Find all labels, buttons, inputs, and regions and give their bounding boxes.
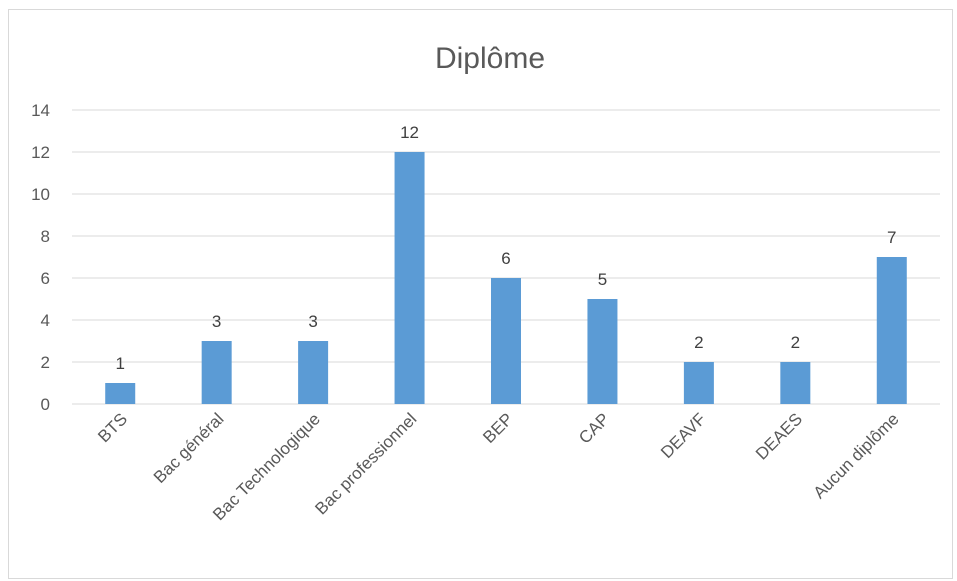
y-tick-label: 2 — [41, 353, 50, 372]
bar — [201, 341, 232, 404]
y-axis-ticks: 0 2 4 6 8 10 12 14 — [31, 101, 50, 414]
chart-frame — [8, 9, 953, 579]
x-category-label: DEAVF — [657, 409, 710, 462]
bar — [491, 278, 521, 404]
y-tick-label: 0 — [41, 395, 50, 414]
x-category-label: Bac général — [150, 409, 228, 487]
data-labels: 1 3 3 12 6 5 2 2 7 — [115, 123, 896, 373]
bars — [105, 152, 907, 404]
data-label: 6 — [501, 249, 510, 268]
data-label: 2 — [694, 333, 703, 352]
bar — [780, 362, 811, 404]
bar — [394, 152, 425, 404]
data-label: 2 — [791, 333, 800, 352]
x-category-label: BEP — [479, 409, 516, 446]
x-category-label: Bac Technologique — [209, 409, 324, 524]
data-label: 5 — [598, 270, 607, 289]
y-tick-label: 4 — [41, 311, 50, 330]
y-tick-label: 12 — [31, 143, 50, 162]
data-label: 1 — [115, 354, 124, 373]
y-tick-label: 14 — [31, 101, 50, 120]
x-category-label: Bac professionnel — [311, 409, 420, 518]
data-label: 12 — [400, 123, 419, 142]
y-tick-label: 6 — [41, 269, 50, 288]
x-category-label: CAP — [575, 409, 613, 447]
x-category-label: DEAES — [752, 409, 806, 463]
bar — [298, 341, 329, 404]
y-tick-label: 8 — [41, 227, 50, 246]
x-category-label: Aucun diplôme — [810, 409, 903, 502]
y-tick-label: 10 — [31, 185, 50, 204]
data-label: 3 — [212, 312, 221, 331]
bar — [105, 383, 136, 404]
bar — [587, 299, 618, 404]
chart-title: Diplôme — [435, 42, 545, 75]
data-label: 7 — [887, 228, 896, 247]
data-label: 3 — [308, 312, 317, 331]
x-category-label: BTS — [94, 409, 131, 446]
bar — [876, 257, 907, 404]
bar — [683, 362, 714, 404]
